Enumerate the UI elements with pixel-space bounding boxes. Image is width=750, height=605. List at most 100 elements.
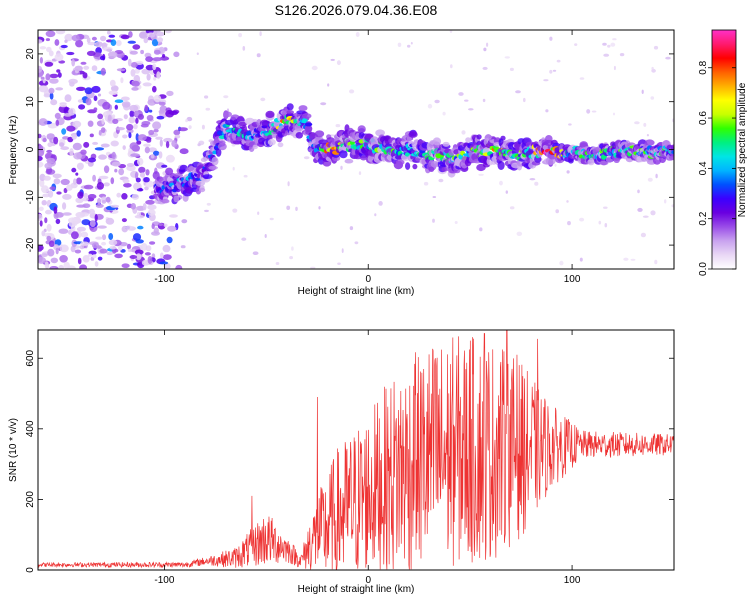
- noise-blob: [131, 193, 140, 200]
- noise-blob: [604, 223, 608, 228]
- noise-blob: [107, 114, 112, 122]
- noise-blob: [330, 58, 335, 61]
- noise-blob: [156, 71, 161, 80]
- noise-blob: [147, 204, 157, 210]
- noise-blob: [156, 31, 165, 37]
- noise-blob: [483, 47, 487, 52]
- ridge-halo: [360, 155, 367, 161]
- noise-blob: [610, 42, 616, 47]
- noise-blob: [108, 51, 118, 59]
- y-tick-label: 600: [25, 349, 36, 366]
- noise-blob: [46, 223, 52, 232]
- noise-blob: [130, 203, 136, 210]
- noise-blob: [99, 248, 108, 254]
- noise-blob: [63, 187, 68, 194]
- noise-blob: [126, 123, 134, 131]
- noise-blob: [121, 218, 127, 223]
- noise-blob: [231, 144, 236, 147]
- noise-blob: [169, 214, 178, 218]
- noise-blob: [152, 85, 157, 93]
- ridge-halo: [476, 134, 482, 140]
- noise-blob: [166, 236, 173, 244]
- noise-blob: [129, 50, 138, 55]
- noise-blob: [75, 211, 86, 218]
- ridge-halo: [568, 157, 574, 164]
- noise-blob: [259, 31, 262, 37]
- noise-blob: [74, 65, 83, 72]
- noise-blob: [132, 44, 141, 50]
- noise-blob: [70, 245, 76, 253]
- noise-blob: [549, 69, 553, 74]
- ridge-halo: [344, 158, 354, 164]
- noise-blob: [158, 151, 163, 159]
- noise-blob: [64, 94, 72, 102]
- noise-blob: [461, 130, 466, 135]
- noise-blob: [111, 114, 116, 118]
- noise-blob: [619, 53, 625, 57]
- noise-blob: [153, 94, 162, 103]
- noise-blob: [105, 196, 111, 203]
- noise-blob: [159, 261, 169, 265]
- noise-blob: [434, 99, 440, 104]
- noise-blob: [62, 202, 67, 210]
- noise-blob: [122, 178, 130, 184]
- noise-blob: [87, 120, 94, 127]
- y-tick-label: 0: [25, 146, 36, 152]
- noise-blob: [48, 190, 54, 198]
- noise-blob: [109, 245, 117, 250]
- noise-blob: [482, 98, 486, 103]
- noise-blob: [144, 146, 150, 154]
- noise-blob: [83, 65, 90, 70]
- ridge-halo: [500, 135, 506, 141]
- noise-blob: [44, 261, 49, 269]
- noise-blob: [81, 219, 91, 226]
- noise-blob: [110, 204, 120, 208]
- noise-blob: [62, 212, 72, 216]
- noise-blob: [137, 134, 147, 141]
- noise-blob: [171, 140, 178, 148]
- noise-blob: [468, 108, 474, 111]
- noise-blob: [58, 228, 69, 234]
- noise-blob: [134, 171, 139, 180]
- ridge-halo: [579, 141, 588, 149]
- noise-blob: [486, 42, 489, 47]
- noise-blob: [148, 109, 153, 113]
- noise-blob: [256, 53, 261, 58]
- noise-blob: [671, 204, 674, 208]
- noise-blob: [665, 56, 671, 60]
- noise-blob: [110, 39, 117, 46]
- noise-blob: [76, 86, 86, 91]
- noise-blob: [142, 203, 147, 211]
- noise-blob: [60, 146, 70, 151]
- ridge-halo: [644, 139, 655, 146]
- noise-blob: [49, 92, 54, 100]
- noise-blob: [55, 247, 59, 255]
- noise-blob: [101, 234, 107, 241]
- noise-blob: [142, 82, 152, 87]
- ridge-halo: [252, 144, 258, 150]
- noise-blob: [118, 245, 123, 251]
- noise-blob: [340, 165, 343, 170]
- noise-blob: [167, 225, 177, 232]
- noise-blob: [48, 87, 55, 94]
- ridge-halo: [599, 160, 609, 166]
- noise-blob: [94, 41, 103, 48]
- noise-blob: [41, 253, 48, 257]
- noise-blob: [607, 44, 611, 48]
- noise-blob: [144, 252, 151, 256]
- noise-blob: [163, 223, 168, 227]
- noise-blob: [91, 36, 97, 41]
- ridge-halo: [286, 103, 294, 111]
- noise-blob: [112, 118, 119, 124]
- noise-blob: [126, 163, 135, 167]
- noise-blob: [135, 239, 144, 244]
- ridge-halo: [286, 110, 295, 115]
- noise-blob: [355, 32, 360, 37]
- noise-blob: [100, 55, 105, 61]
- noise-blob: [311, 65, 318, 71]
- noise-blob: [91, 85, 101, 93]
- noise-blob: [178, 127, 188, 132]
- noise-blob: [93, 107, 98, 112]
- noise-blob: [523, 97, 526, 103]
- noise-blob: [114, 168, 118, 173]
